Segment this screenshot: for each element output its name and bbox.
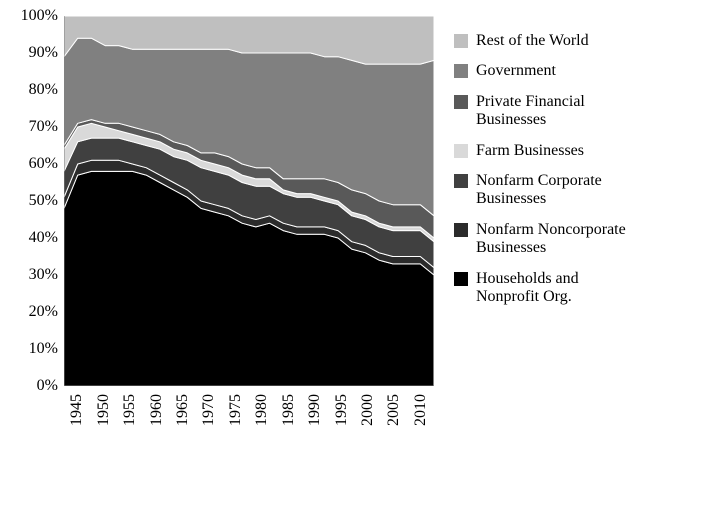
x-tick-label: 1990 (306, 394, 324, 426)
x-tick-label: 1955 (121, 394, 139, 426)
legend-item: Rest of the World (454, 32, 636, 50)
legend-label: Rest of the World (476, 32, 636, 50)
y-tick-label: 0% (37, 377, 58, 395)
plot-area (64, 16, 434, 386)
y-tick-label: 10% (29, 340, 58, 358)
x-tick-label: 2010 (412, 394, 430, 426)
legend-label: Government (476, 62, 636, 80)
y-tick-label: 30% (29, 266, 58, 284)
legend-item: Private Financial Businesses (454, 93, 636, 130)
x-tick-label: 2005 (385, 394, 403, 426)
legend-label: Households and Nonprofit Org. (476, 270, 636, 307)
legend-item: Farm Businesses (454, 142, 636, 160)
y-tick-label: 20% (29, 303, 58, 321)
x-tick-label: 1985 (280, 394, 298, 426)
legend: Rest of the World Government Private Finan… (454, 32, 636, 318)
legend-label: Nonfarm Noncorporate Businesses (476, 221, 636, 258)
x-tick-label: 2000 (359, 394, 377, 426)
legend-label: Private Financial Businesses (476, 93, 636, 130)
legend-swatch (454, 272, 468, 286)
legend-item: Households and Nonprofit Org. (454, 270, 636, 307)
legend-swatch (454, 223, 468, 237)
x-tick-label: 1980 (253, 394, 271, 426)
y-tick-label: 40% (29, 229, 58, 247)
legend-item: Nonfarm Noncorporate Businesses (454, 221, 636, 258)
y-tick-label: 100% (21, 7, 58, 25)
y-tick-label: 60% (29, 155, 58, 173)
y-axis: 0%10%20%30%40%50%60%70%80%90%100% (0, 16, 58, 386)
x-axis: 1945 1950 1955 1960 1965 1970 1975 1980 1985 1990… (64, 394, 434, 514)
legend-label: Farm Businesses (476, 142, 636, 160)
y-tick-label: 70% (29, 118, 58, 136)
x-tick-label: 1950 (95, 394, 113, 426)
legend-item: Government (454, 62, 636, 80)
legend-swatch (454, 174, 468, 188)
legend-item: Nonfarm Corporate Businesses (454, 172, 636, 209)
legend-swatch (454, 64, 468, 78)
legend-swatch (454, 144, 468, 158)
legend-swatch (454, 95, 468, 109)
legend-swatch (454, 34, 468, 48)
y-tick-label: 90% (29, 44, 58, 62)
plot-svg (64, 16, 434, 386)
x-tick-label: 1995 (333, 394, 351, 426)
y-tick-label: 50% (29, 192, 58, 210)
legend-label: Nonfarm Corporate Businesses (476, 172, 636, 209)
stacked-area-chart: 0%10%20%30%40%50%60%70%80%90%100% 194519… (0, 0, 711, 516)
x-tick-label: 1960 (148, 394, 166, 426)
x-tick-label: 1970 (200, 394, 218, 426)
x-tick-label: 1965 (174, 394, 192, 426)
x-tick-label: 1975 (227, 394, 245, 426)
y-tick-label: 80% (29, 81, 58, 99)
x-tick-label: 1945 (68, 394, 86, 426)
